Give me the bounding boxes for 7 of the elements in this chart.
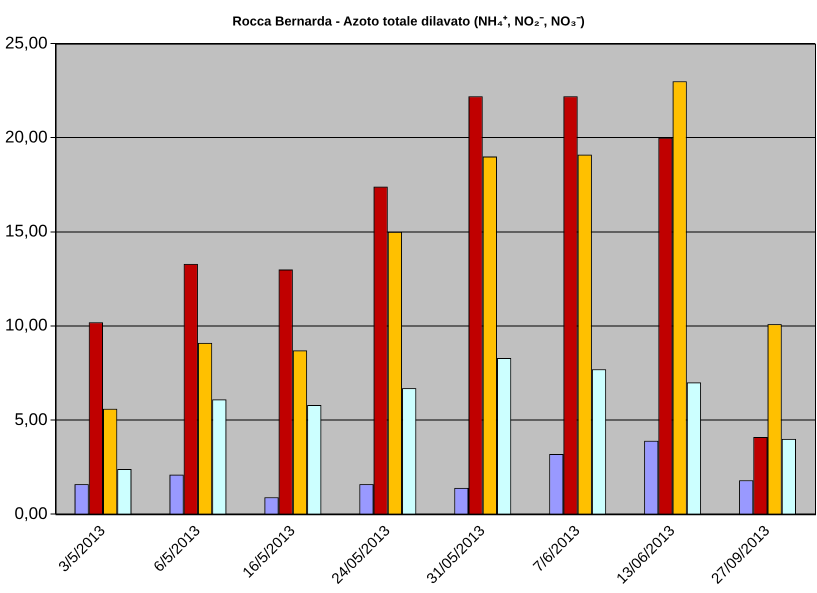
y-tick-label: 0,00	[14, 504, 48, 523]
y-tick-label: 10,00	[4, 316, 48, 335]
y-tick-label: 15,00	[4, 222, 48, 241]
y-tick-label: 5,00	[14, 410, 48, 429]
y-tick-label: 25,00	[4, 33, 48, 52]
chart-title: Rocca Bernarda - Azoto totale dilavato (NH₄⁺, NO₂⁻, NO₃⁻)	[232, 13, 585, 28]
y-tick-label: 20,00	[4, 127, 48, 146]
